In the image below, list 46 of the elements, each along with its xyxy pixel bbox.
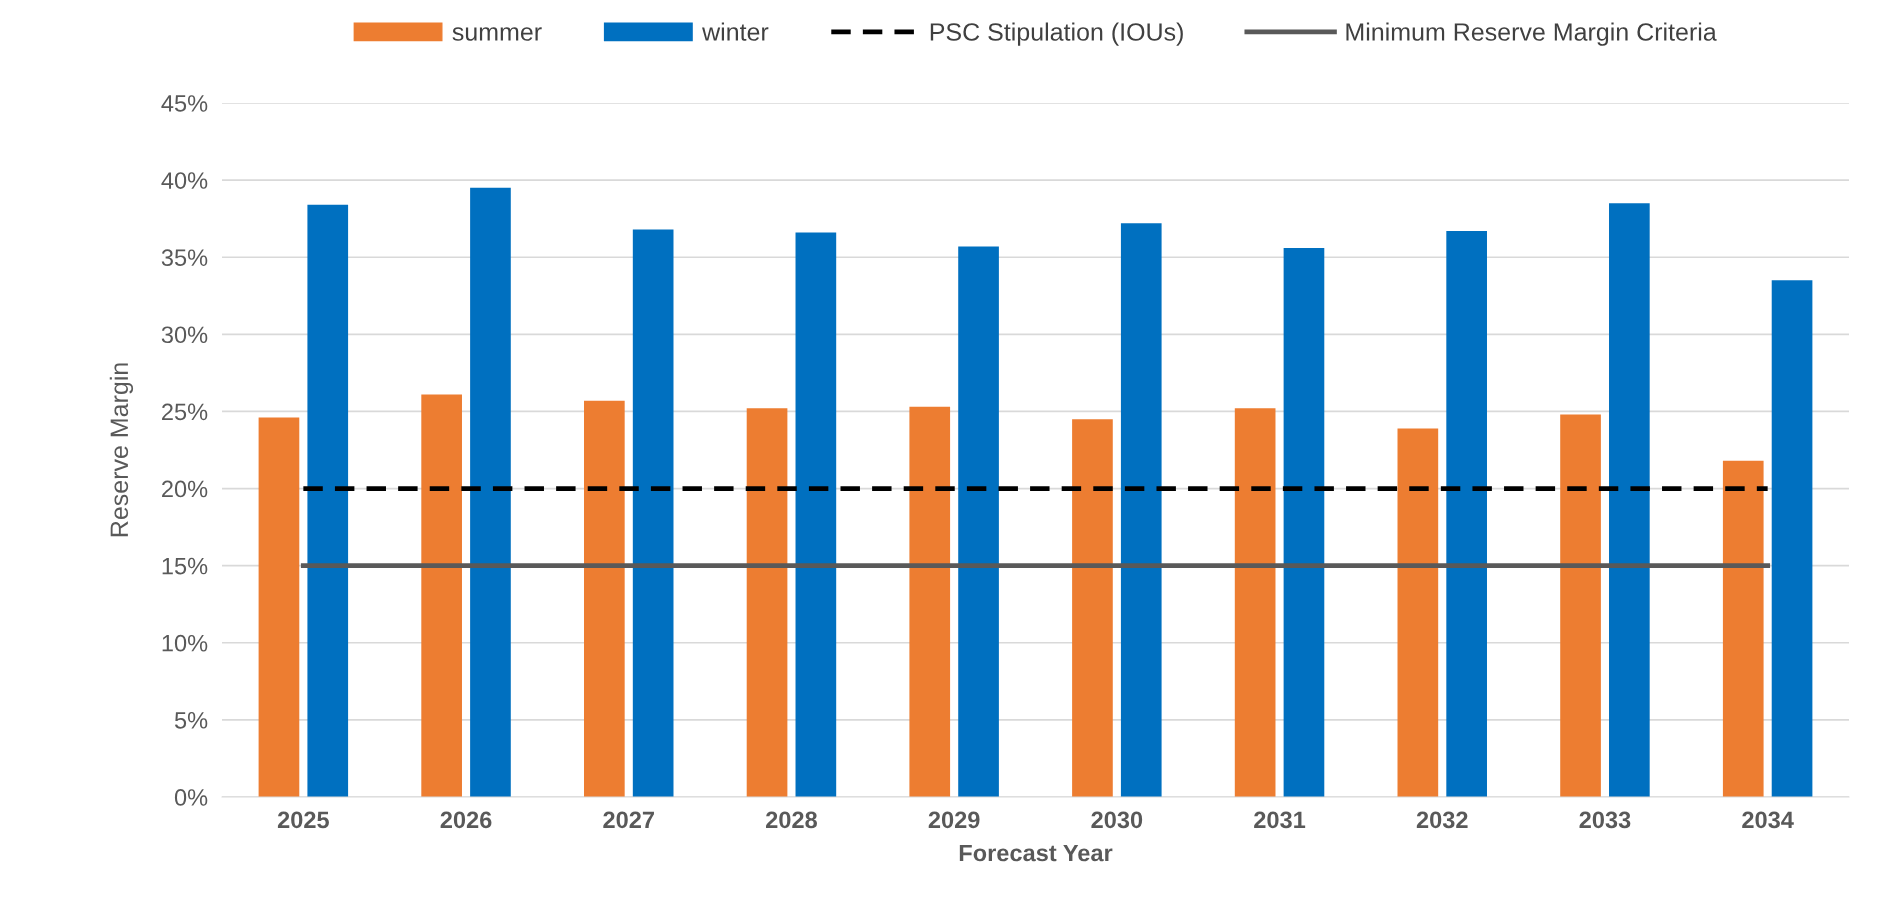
bar [958, 246, 999, 797]
legend-label: summer [452, 27, 542, 41]
y-tick-label: 45% [161, 95, 208, 112]
x-tick-label: 2034 [1742, 811, 1794, 829]
bar [1771, 280, 1813, 797]
y-tick-label: 5% [174, 712, 208, 729]
bar [421, 394, 462, 797]
y-tick-label: 25% [162, 403, 208, 421]
bar [470, 187, 511, 797]
x-tick-label: 2028 [766, 811, 817, 829]
y-tick-label: 10% [162, 634, 208, 652]
y-tick-label: 35% [161, 249, 208, 267]
bar [1609, 203, 1650, 797]
x-tick-label: 2025 [277, 811, 329, 829]
x-tick-label: 2033 [1579, 811, 1631, 829]
bar [258, 417, 300, 797]
x-tick-label: 2030 [1091, 811, 1143, 829]
bar [909, 406, 951, 797]
bar [1397, 428, 1439, 797]
bar [1120, 223, 1162, 797]
bar [1560, 414, 1601, 797]
legend-label: winter [702, 22, 769, 41]
y-tick-label: 20% [162, 480, 208, 498]
legend-label: PSC Stipulation (IOUs) [930, 22, 1183, 46]
x-tick-label: 2026 [440, 811, 492, 829]
y-axis-title: Reserve Margin [109, 363, 134, 537]
bar [746, 408, 788, 797]
y-tick-label: 0% [174, 789, 208, 806]
bar [1234, 408, 1276, 797]
y-tick-label: 30% [161, 326, 208, 344]
x-axis-title: Forecast Year [959, 844, 1113, 862]
y-tick-label: 15% [162, 557, 208, 575]
legend-label: Minimum Reserve Margin Criteria [1346, 22, 1717, 46]
x-tick-label: 2027 [603, 811, 654, 829]
bar [1446, 231, 1487, 797]
x-tick-label: 2029 [928, 811, 980, 829]
x-tick-label: 2031 [1254, 811, 1306, 829]
x-tick-label: 2032 [1416, 811, 1468, 829]
bar [307, 204, 349, 797]
y-tick-label: 40% [161, 172, 208, 189]
bar [795, 232, 837, 797]
bar [584, 400, 625, 797]
bar [1283, 247, 1325, 797]
bar [1072, 419, 1113, 797]
bar [1722, 460, 1764, 797]
bar [632, 229, 674, 797]
